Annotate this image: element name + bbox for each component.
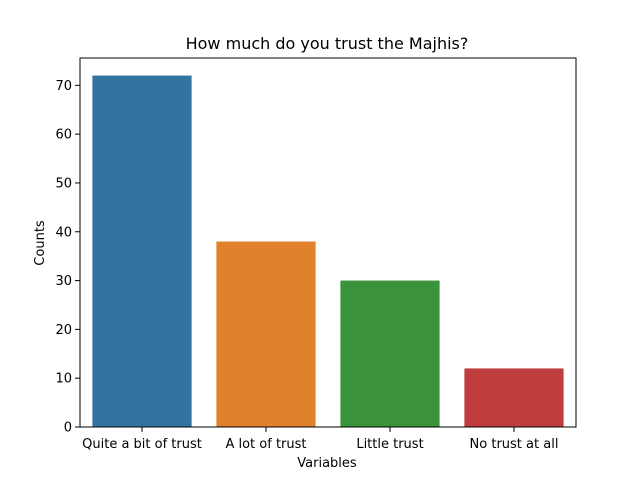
plot-area: 0 10 20 30 40 50 60 70 Quite a bit of trust A lot… [55, 57, 577, 452]
y-tick-label: 0 [64, 421, 72, 436]
y-tick-label: 50 [55, 176, 72, 191]
y-tick-label: 40 [55, 225, 72, 240]
x-axis-title: Variables [297, 456, 357, 471]
plot-frame [79, 57, 577, 428]
y-tick-label: 70 [55, 79, 72, 94]
x-tick-label: Quite a bit of trust [82, 437, 202, 452]
x-tick-label: Little trust [356, 437, 423, 452]
bar-4 [464, 368, 564, 427]
bar-2 [216, 241, 316, 427]
bar-3 [340, 280, 440, 427]
y-tick-label: 30 [55, 274, 72, 289]
x-tick-label: No trust at all [470, 437, 559, 452]
y-tick-label: 10 [55, 372, 72, 387]
x-tick-label: A lot of trust [225, 437, 306, 452]
y-tick-label: 60 [55, 128, 72, 143]
y-axis-title: Counts [33, 220, 48, 266]
y-tick-label: 20 [55, 323, 72, 338]
bar-1 [92, 75, 192, 428]
chart-title: How much do you trust the Majhis? [186, 34, 469, 53]
